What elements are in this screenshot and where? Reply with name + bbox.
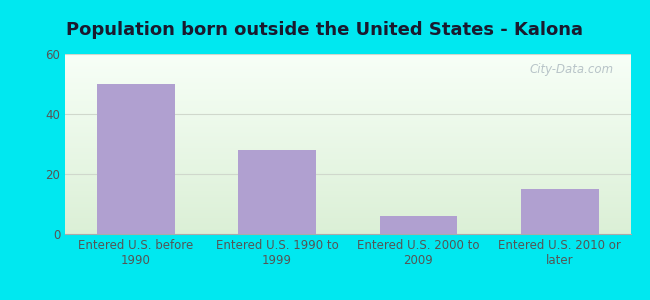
Bar xyxy=(521,189,599,234)
Text: City-Data.com: City-Data.com xyxy=(529,63,614,76)
Bar xyxy=(380,216,458,234)
Bar xyxy=(97,84,175,234)
Text: Population born outside the United States - Kalona: Population born outside the United State… xyxy=(66,21,584,39)
Bar xyxy=(238,150,316,234)
